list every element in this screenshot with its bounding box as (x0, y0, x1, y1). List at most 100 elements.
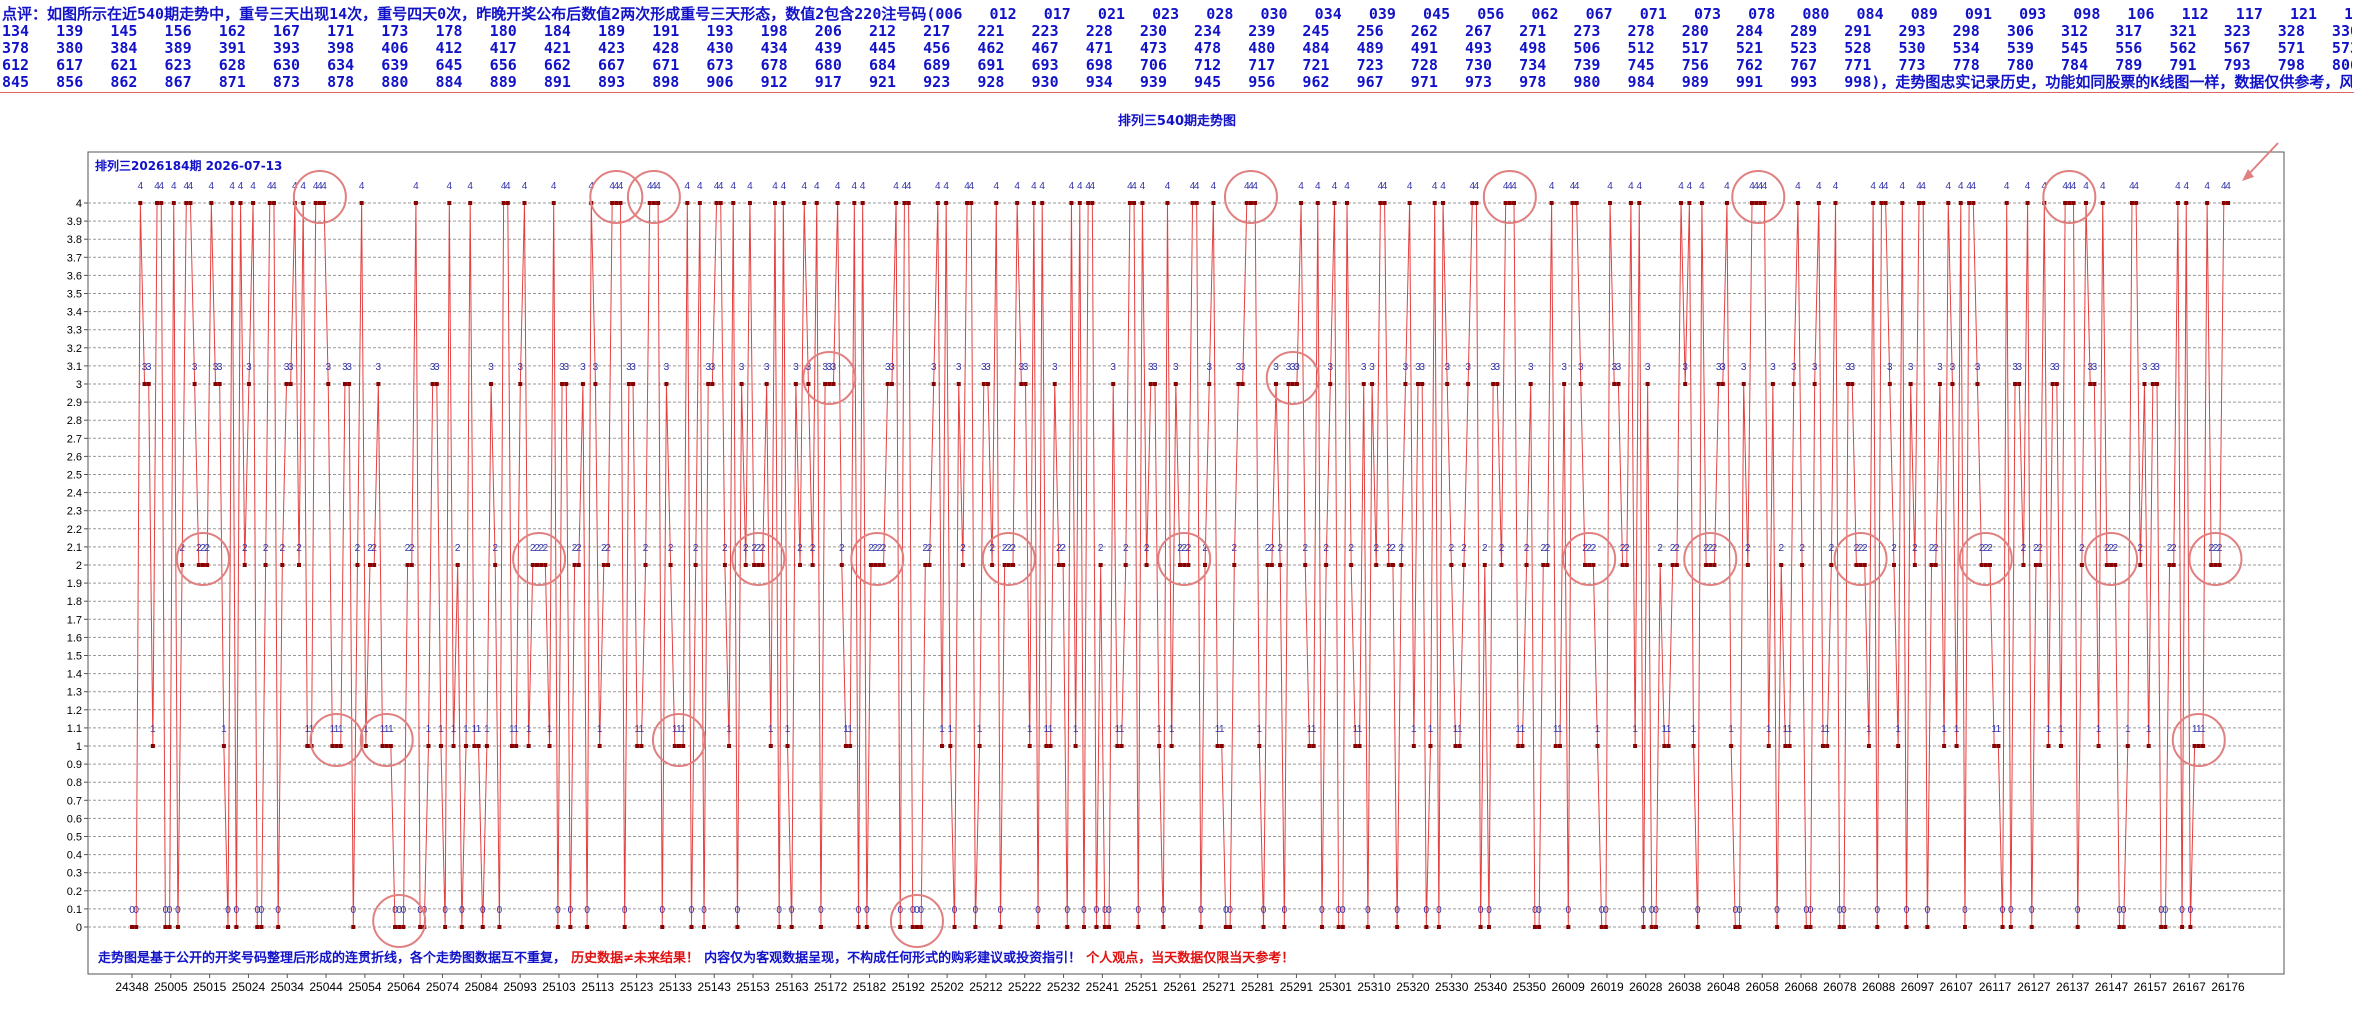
x-tick-label: 26068 (1784, 980, 1818, 994)
data-point-label: 2 (1231, 543, 1237, 554)
data-point-label: 4 (1332, 181, 1338, 192)
data-point (263, 563, 268, 567)
data-point-label: 2 (2021, 543, 2027, 554)
data-point-label: 4 (2225, 181, 2231, 192)
data-point-label: 0 (1641, 905, 1647, 916)
data-point (626, 382, 631, 386)
data-point (2058, 744, 2063, 748)
data-point (1411, 744, 1416, 748)
data-point-label: 1 (1783, 724, 1789, 735)
x-tick-label: 25015 (193, 980, 227, 994)
y-tick-label: 1.3 (67, 687, 82, 699)
data-point (931, 382, 936, 386)
data-point (1378, 201, 1383, 205)
data-point (1829, 563, 1834, 567)
data-point (242, 563, 247, 567)
data-point (1152, 382, 1157, 386)
data-point-label: 2 (534, 543, 540, 554)
data-point (238, 201, 243, 205)
data-point (1140, 201, 1145, 205)
data-point (130, 925, 134, 929)
data-point (434, 382, 439, 386)
data-point (1846, 382, 1851, 386)
data-point (2150, 382, 2155, 386)
x-tick-label: 25133 (659, 980, 693, 994)
data-point (530, 563, 535, 567)
data-point-label: 0 (789, 905, 795, 916)
data-point (1933, 563, 1938, 567)
data-point (1048, 744, 1053, 748)
data-point-label: 0 (864, 905, 870, 916)
data-point (305, 744, 310, 748)
data-point (1775, 925, 1780, 929)
data-point-label: 3 (1578, 362, 1584, 373)
data-point-label: 4 (1749, 181, 1755, 192)
data-point (1908, 382, 1913, 386)
data-point-label: 4 (1637, 181, 1643, 192)
repeat-highlight-circle (2171, 713, 2226, 767)
data-point-label: 1 (680, 724, 686, 735)
x-tick-label: 26038 (1668, 980, 1702, 994)
data-point (1612, 382, 1617, 386)
data-point-label: 2 (1540, 543, 1546, 554)
data-point-label: 1 (785, 724, 791, 735)
data-point-label: 3 (1682, 362, 1688, 373)
data-point (1712, 563, 1717, 567)
data-point (1512, 201, 1517, 205)
data-point-label: 1 (363, 724, 369, 735)
data-point (1762, 201, 1767, 205)
data-point-label: 2 (367, 543, 373, 554)
data-point-label: 1 (1691, 724, 1697, 735)
data-point (313, 201, 318, 205)
data-point (718, 201, 723, 205)
data-point (1549, 201, 1554, 205)
data-point-label: 3 (559, 362, 565, 373)
data-point (1800, 563, 1805, 567)
data-point (1879, 201, 1884, 205)
data-point-label: 0 (133, 905, 139, 916)
data-point-label: 3 (246, 362, 252, 373)
data-point (1081, 925, 1086, 929)
data-point (969, 201, 974, 205)
data-point-label: 4 (1440, 181, 1446, 192)
data-point-label: 3 (2142, 362, 2148, 373)
data-point-label: 0 (856, 905, 862, 916)
data-point-label: 2 (409, 543, 415, 554)
data-point (1729, 744, 1734, 748)
data-point (1750, 201, 1755, 205)
data-point-label: 0 (897, 905, 903, 916)
data-point (1624, 563, 1629, 567)
data-point-label: 4 (1252, 181, 1258, 192)
data-point-label: 0 (1365, 905, 1371, 916)
data-point (1754, 201, 1759, 205)
data-point-label: 0 (2158, 905, 2164, 916)
data-point-label: 0 (167, 905, 173, 916)
data-point (200, 563, 205, 567)
data-point-label: 2 (1186, 543, 1192, 554)
data-point (1758, 201, 1763, 205)
y-tick-label: 2.3 (67, 506, 82, 518)
data-point (693, 563, 698, 567)
repeat-highlight-circle (1265, 351, 1320, 405)
data-point (1992, 744, 1997, 748)
data-point-label: 0 (1566, 905, 1572, 916)
data-point-label: 1 (634, 724, 640, 735)
data-point (1115, 744, 1120, 748)
data-point (1132, 201, 1137, 205)
data-point (1415, 382, 1420, 386)
data-point (1891, 563, 1896, 567)
x-tick-label: 25251 (1124, 980, 1158, 994)
data-point-label: 0 (1340, 905, 1346, 916)
data-point (1340, 925, 1345, 929)
data-point-label: 0 (973, 905, 979, 916)
data-point (2205, 201, 2210, 205)
data-point-label: 0 (1135, 905, 1141, 916)
data-point (1825, 744, 1830, 748)
data-point (1804, 925, 1809, 929)
data-point (710, 382, 715, 386)
data-point-label: 4 (618, 181, 624, 192)
data-point-label: 1 (509, 724, 515, 735)
data-point-label: 2 (1010, 543, 1016, 554)
data-point (459, 925, 464, 929)
repeat-highlight-circle (1833, 532, 1888, 586)
